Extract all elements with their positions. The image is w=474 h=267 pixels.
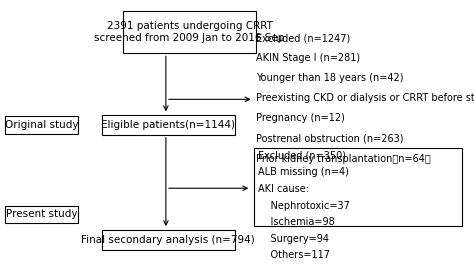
Text: Postrenal obstruction (n=263): Postrenal obstruction (n=263): [256, 134, 403, 143]
FancyBboxPatch shape: [102, 230, 235, 250]
Text: 2391 patients undergoing CRRT
screened from 2009 Jan to 2016 Sep: 2391 patients undergoing CRRT screened f…: [94, 21, 285, 43]
Text: Present study: Present study: [6, 209, 77, 219]
Text: Ischemia=98: Ischemia=98: [258, 217, 335, 227]
FancyBboxPatch shape: [5, 206, 78, 223]
Text: Eligible patients(n=1144): Eligible patients(n=1144): [101, 120, 235, 130]
FancyBboxPatch shape: [123, 11, 256, 53]
Text: Surgery=94: Surgery=94: [258, 234, 329, 244]
Text: Nephrotoxic=37: Nephrotoxic=37: [258, 201, 350, 210]
Text: Pregnancy (n=12): Pregnancy (n=12): [256, 113, 345, 123]
FancyBboxPatch shape: [102, 115, 235, 135]
Text: Excluded (n=350): Excluded (n=350): [258, 151, 346, 161]
FancyBboxPatch shape: [5, 116, 78, 134]
Text: AKI cause:: AKI cause:: [258, 184, 310, 194]
FancyBboxPatch shape: [254, 148, 462, 226]
Text: Final secondary analysis (n=794): Final secondary analysis (n=794): [82, 235, 255, 245]
Text: Excluded (n=1247): Excluded (n=1247): [256, 33, 350, 43]
Text: AKIN Stage I (n=281): AKIN Stage I (n=281): [256, 53, 360, 63]
Text: Prior kidney transplantation（n=64）: Prior kidney transplantation（n=64）: [256, 154, 431, 163]
Text: ALB missing (n=4): ALB missing (n=4): [258, 167, 349, 177]
Text: Original study: Original study: [5, 120, 78, 130]
Text: Preexisting CKD or dialysis or CRRT before study (n=585): Preexisting CKD or dialysis or CRRT befo…: [256, 93, 474, 103]
Text: Others=117: Others=117: [258, 250, 330, 260]
Text: Younger than 18 years (n=42): Younger than 18 years (n=42): [256, 73, 403, 83]
